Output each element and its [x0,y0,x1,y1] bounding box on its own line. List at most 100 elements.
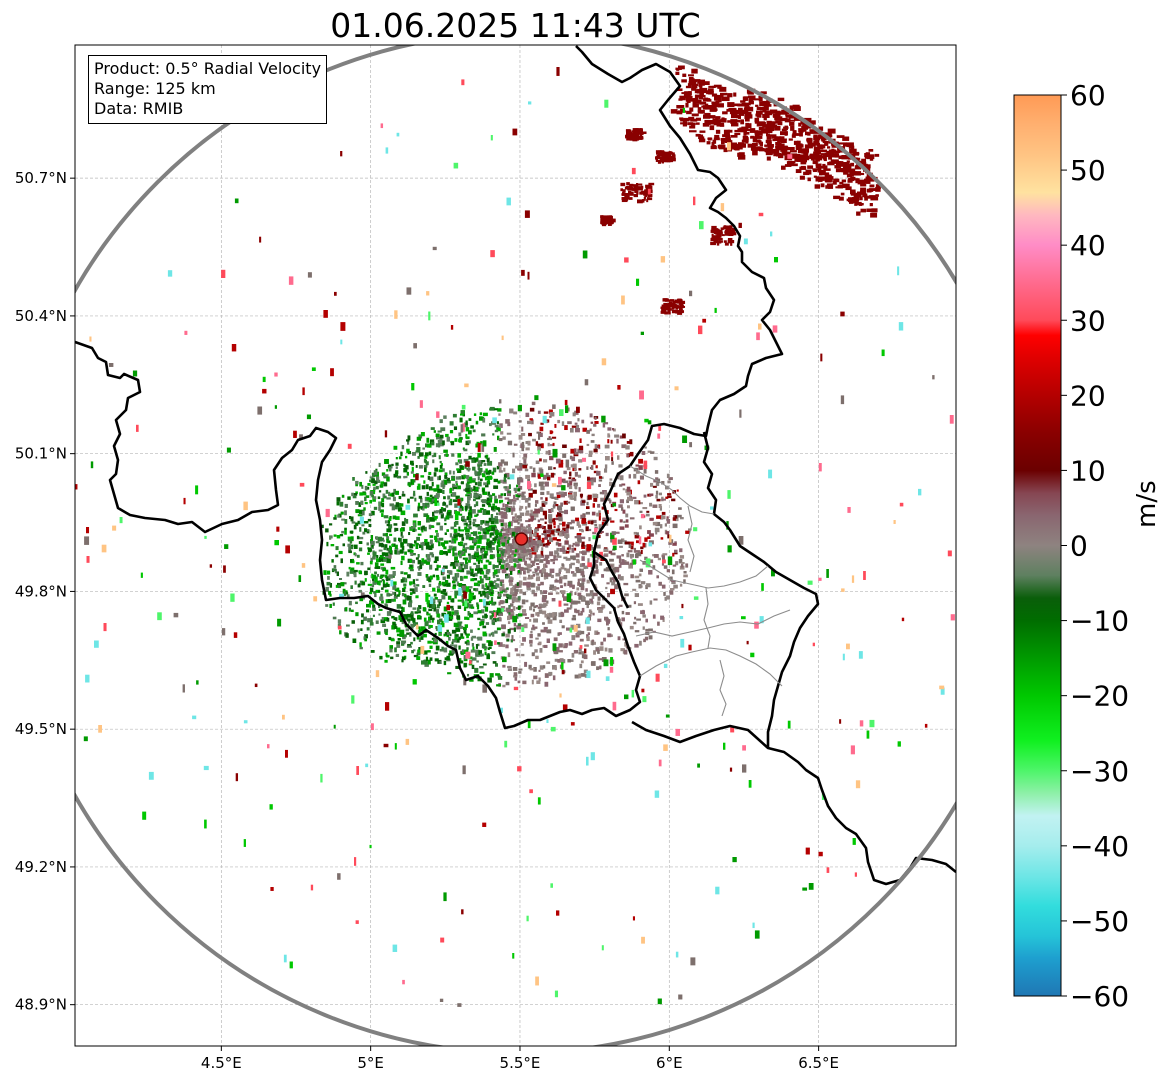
echo-cell [737,142,745,146]
echo-cell [513,627,516,632]
echo-cell [502,552,507,558]
echo-cell [584,644,589,647]
echo-cell [385,652,388,657]
echo-cell [477,487,480,490]
echo-cell [666,158,672,162]
echo-cell [455,627,461,632]
echo-cell [623,582,629,586]
echo-cell [818,463,822,472]
echo-cell [486,654,491,660]
echo-cell [636,128,640,133]
echo-cell [759,616,764,624]
echo-cell [503,477,506,482]
echo-cell [350,609,354,613]
echo-cell [499,579,505,584]
echo-cell [494,424,499,428]
echo-cell [465,546,470,550]
echo-cell [479,556,482,560]
echo-cell [505,633,510,638]
echo-cell [409,544,414,549]
echo-cell [472,478,476,481]
echo-cell [459,533,464,538]
echo-cell [777,97,785,102]
echo-cell [436,510,440,513]
echo-cell [528,518,534,522]
echo-cell [448,540,452,543]
echo-cell [532,489,537,494]
echo-cell [398,590,401,595]
echo-cell [620,188,623,192]
echo-cell [379,596,384,601]
echo-cell [552,518,556,522]
echo-cell [367,552,370,555]
echo-cell [652,521,658,526]
echo-cell [582,457,587,462]
echo-cell [504,542,508,545]
echo-cell [533,592,538,597]
echo-cell [574,496,577,501]
echo-cell [433,638,438,643]
echo-cell [798,122,802,127]
echo-cell [534,649,538,653]
echo-cell [636,540,640,544]
echo-cell [552,533,556,537]
echo-cell [455,634,458,637]
echo-cell [541,604,547,608]
echo-cell [417,554,420,558]
echo-cell [524,498,529,503]
echo-cell [522,680,527,685]
echo-cell [426,620,432,623]
echo-cell [553,521,556,526]
echo-cell [800,160,807,165]
echo-cell [619,499,625,504]
echo-cell [473,485,476,491]
echo-cell [543,595,546,598]
echo-cell [474,572,478,577]
echo-cell [431,441,435,446]
echo-cell [586,501,589,506]
echo-cell [638,573,642,577]
echo-cell [557,555,562,558]
echo-cell [826,178,832,181]
echo-cell [621,199,628,203]
echo-cell [543,665,546,669]
echo-cell [75,484,78,490]
echo-cell [370,723,374,731]
echo-cell [374,566,379,569]
echo-cell [518,570,521,574]
echo-cell [771,569,775,577]
echo-cell [499,499,504,503]
echo-cell [571,652,575,658]
echo-cell [482,489,485,494]
echo-cell [370,540,375,546]
echo-cell [443,415,447,419]
echo-cell [384,628,389,633]
echo-cell [502,503,505,508]
echo-cell [558,463,564,468]
echo-cell [459,529,465,532]
echo-cell [443,546,447,550]
echo-cell [512,559,517,562]
echo-cell [808,883,814,890]
echo-cell [640,132,644,135]
echo-cell [456,581,459,587]
echo-cell [364,634,368,639]
echo-cell [418,434,423,439]
echo-cell [490,135,493,141]
graticule [75,45,956,1046]
echo-cell [413,649,416,652]
echo-cell [394,591,397,597]
echo-cell [301,563,306,568]
echo-cell [540,422,544,425]
colorbar-tick-label: 60 [1070,79,1106,112]
echo-cell [496,578,500,582]
echo-cell [614,585,618,590]
echo-cell [609,611,612,614]
echo-cell [453,426,458,431]
echo-cell [552,562,555,565]
echo-cell [596,554,600,560]
echo-cell [538,641,542,645]
echo-cell [760,91,767,95]
echo-cell [362,492,367,496]
echo-cell [473,582,479,587]
